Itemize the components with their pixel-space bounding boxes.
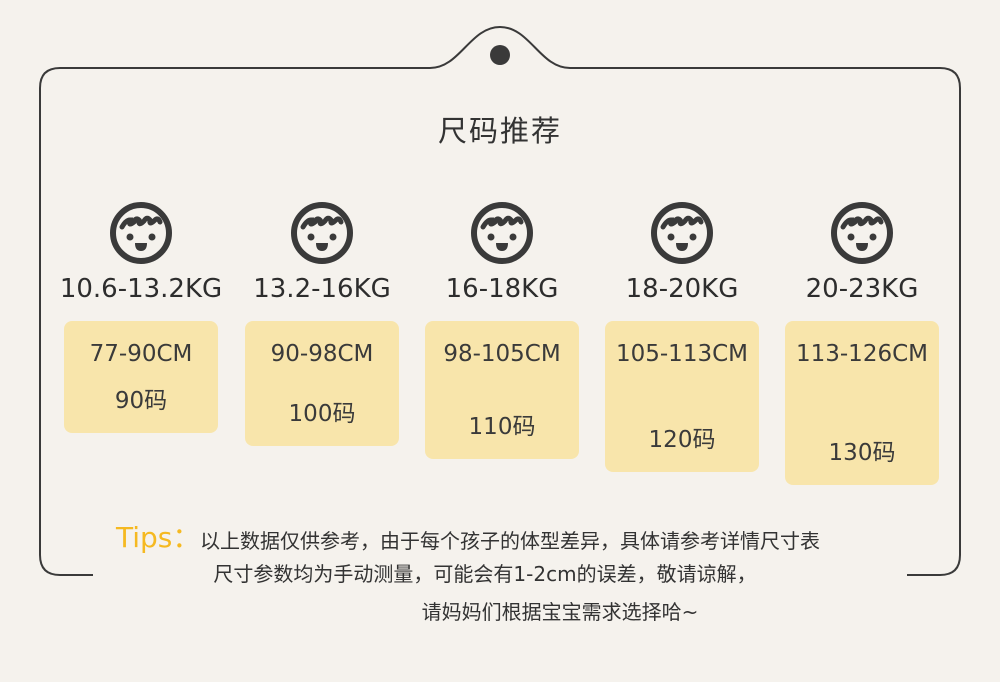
height-range: 113-126CM	[795, 341, 928, 367]
height-range: 77-90CM	[89, 341, 193, 367]
size-column: 20-23KG	[772, 200, 952, 304]
height-range: 105-113CM	[615, 341, 748, 367]
baby-face-icon	[651, 202, 713, 264]
tips-label: Tips：	[116, 521, 201, 554]
size-label: 100码	[288, 401, 356, 427]
baby-face-icon	[291, 202, 353, 264]
size-column: 13.2-16KG	[232, 200, 412, 304]
height-range: 98-105CM	[443, 341, 561, 367]
size-column: 10.6-13.2KG	[51, 200, 231, 304]
size-label: 130码	[828, 440, 896, 466]
weight-label: 18-20KG	[625, 274, 739, 304]
size-label: 120码	[648, 427, 716, 453]
weight-label: 13.2-16KG	[253, 274, 391, 304]
size-card: 98-105CM 110码	[425, 321, 579, 459]
size-column: 18-20KG	[592, 200, 772, 304]
baby-face-icon	[831, 202, 893, 264]
size-column: 16-18KG	[412, 200, 592, 304]
tips-text-3: 请妈妈们根据宝宝需求选择哈~	[421, 600, 699, 624]
hang-hole-icon	[490, 45, 510, 65]
tips-text-1: 以上数据仅供参考，由于每个孩子的体型差异，具体请参考详情尺寸表	[200, 529, 820, 553]
height-range: 90-98CM	[270, 341, 374, 367]
weight-label: 20-23KG	[805, 274, 919, 304]
weight-label: 16-18KG	[445, 274, 559, 304]
baby-face-icon	[110, 202, 172, 264]
size-card: 113-126CM 130码	[785, 321, 939, 485]
size-card: 105-113CM 120码	[605, 321, 759, 472]
size-card: 90-98CM 100码	[245, 321, 399, 446]
size-label: 90码	[114, 388, 168, 414]
size-label: 110码	[468, 414, 536, 440]
page-title: 尺码推荐	[437, 114, 562, 148]
tips-text-2: 尺寸参数均为手动测量，可能会有1-2cm的误差，敬请谅解，	[213, 562, 757, 586]
size-card: 77-90CM 90码	[64, 321, 218, 433]
weight-label: 10.6-13.2KG	[59, 274, 223, 304]
baby-face-icon	[471, 202, 533, 264]
